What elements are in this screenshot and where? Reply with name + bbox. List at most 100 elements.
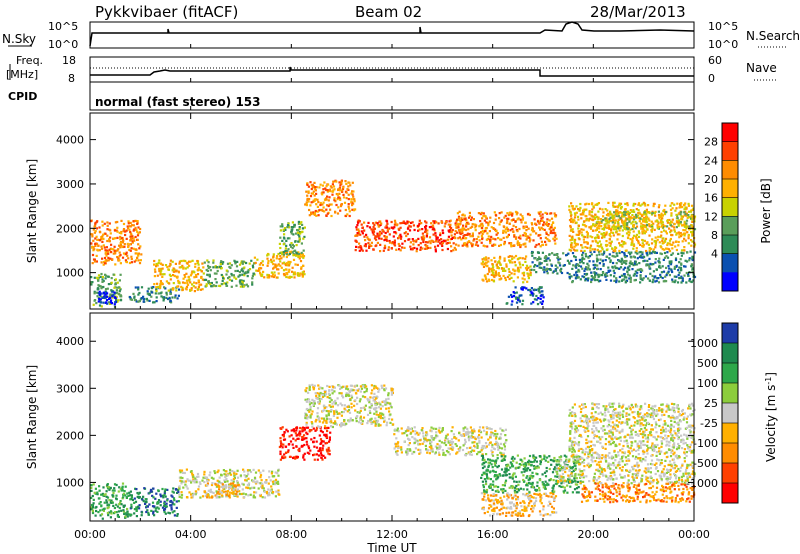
- power-region: [97, 290, 117, 306]
- velocity-marks: [90, 383, 696, 520]
- power-colorbar-tick-label: 24: [704, 154, 718, 167]
- power-panel: 1000 2000 3000 4000 Slant Range [km] 28 24 20…: [25, 112, 773, 310]
- velocity-region: [568, 402, 696, 461]
- power-region: [354, 219, 457, 253]
- velocity-region: [278, 426, 332, 461]
- date-title: 28/Mar/2013: [590, 3, 686, 21]
- x-tick-label: 00:00: [678, 528, 710, 541]
- power-region: [480, 254, 532, 284]
- time-x-axis: 00:00 04:00 08:00 12:00 16:00 20:00 00:00: [74, 44, 710, 541]
- nsearch-label: N.Search: [746, 29, 800, 43]
- velocity-colorbar-tick-label: -500: [693, 457, 718, 470]
- power-colorbar-swatch: [722, 235, 738, 255]
- velocity-colorbar-swatch: [722, 383, 738, 404]
- power-region: [153, 259, 206, 293]
- power-y-tick-label: 3000: [56, 178, 84, 191]
- power-colorbar-swatch: [722, 197, 738, 217]
- power-region: [568, 250, 697, 284]
- power-colorbar-swatch: [722, 123, 738, 143]
- velocity-colorbar-swatch: [722, 443, 738, 464]
- nsky-tick-high: 10^5: [48, 20, 78, 33]
- cpid-text: normal (fast stereo) 153: [95, 95, 261, 109]
- power-colorbar-tick-label: 8: [711, 229, 718, 242]
- power-colorbar-tick-label: 28: [704, 136, 718, 149]
- velocity-colorbar-tick-label: 100: [697, 377, 718, 390]
- power-colorbar-swatch: [722, 141, 738, 161]
- velocity-colorbar-swatch: [722, 323, 738, 344]
- freq-label-line2: [MHz]: [6, 68, 38, 81]
- nave-tick-low: 0: [708, 72, 715, 85]
- freq-trace: [90, 66, 694, 77]
- power-colorbar: 28 24 20 16 12 8 4: [704, 122, 739, 292]
- velocity-colorbar-tick-label: 25: [704, 397, 718, 410]
- velocity-colorbar-tick-label: -1000: [686, 477, 718, 490]
- velocity-colorbar-swatch: [722, 343, 738, 364]
- nave-tick-high: 60: [708, 54, 722, 67]
- power-y-label: Slant Range [km]: [25, 159, 39, 263]
- velocity-region: [178, 468, 281, 499]
- velocity-y-tick-label: 3000: [56, 382, 84, 395]
- velocity-y-tick-label: 2000: [56, 429, 84, 442]
- cpid-label: CPID: [8, 90, 37, 103]
- power-region: [90, 219, 143, 266]
- velocity-colorbar-swatch: [722, 423, 738, 444]
- velocity-y-tick-label: 4000: [56, 335, 84, 348]
- power-colorbar-tick-label: 16: [704, 192, 718, 205]
- velocity-y-tick-label: 1000: [56, 476, 84, 489]
- power-y-axis: 1000 2000 3000 4000: [56, 134, 694, 280]
- power-colorbar-swatch: [722, 179, 738, 199]
- power-colorbar-frame: [721, 122, 739, 292]
- power-y-tick-label: 2000: [56, 222, 84, 235]
- power-region: [304, 179, 357, 218]
- power-y-tick-label: 4000: [56, 134, 84, 147]
- nsky-trace: [89, 21, 695, 47]
- velocity-region: [555, 459, 696, 485]
- freq-tick-high: 18: [62, 54, 76, 67]
- velocity-colorbar-swatch: [722, 363, 738, 384]
- velocity-region: [393, 426, 508, 457]
- power-y-tick-label: 1000: [56, 267, 84, 280]
- nsearch-tick-high: 10^5: [708, 20, 738, 33]
- nave-label: Nave: [746, 61, 777, 75]
- velocity-colorbar-swatch: [722, 403, 738, 424]
- x-tick-label: 12:00: [376, 528, 408, 541]
- x-tick-label: 00:00: [74, 528, 106, 541]
- nsky-panel: N.Sky 10^5 10^0 10^5 10^0 N.Search: [2, 20, 800, 51]
- x-tick-label: 20:00: [577, 528, 609, 541]
- velocity-colorbar-tick-label: -25: [700, 417, 718, 430]
- power-colorbar-tick-label: 4: [711, 248, 718, 261]
- power-region: [203, 259, 256, 288]
- power-region: [278, 220, 306, 257]
- freq-tick-low: 8: [68, 72, 75, 85]
- power-region: [455, 210, 558, 249]
- power-colorbar-swatch: [722, 160, 738, 180]
- velocity-colorbar-tick-label: 1000: [690, 337, 718, 350]
- power-marks: [90, 179, 697, 308]
- velocity-colorbar-swatch: [722, 483, 738, 504]
- cpid-panel: CPID normal (fast stereo) 153: [8, 81, 695, 111]
- power-colorbar-swatch: [722, 253, 738, 273]
- velocity-colorbar-tick-label: -100: [693, 437, 718, 450]
- velocity-y-label: Slant Range [km]: [25, 365, 39, 469]
- velocity-region: [203, 482, 239, 499]
- freq-label-line1: Freq.: [16, 54, 43, 67]
- power-region: [505, 286, 545, 306]
- freq-panel: Freq. [MHz] 18 8 60 0 Nave: [6, 54, 777, 85]
- velocity-colorbar-swatch: [722, 463, 738, 484]
- velocity-colorbar-tick-label: 500: [697, 357, 718, 370]
- beam-title: Beam 02: [355, 3, 422, 21]
- power-region: [568, 201, 697, 253]
- power-colorbar-swatch: [722, 216, 738, 236]
- nsky-label: N.Sky: [2, 32, 36, 46]
- velocity-region: [304, 383, 395, 429]
- velocity-colorbar: 1000 500 100 25 -25 -100 -500 -1000: [686, 322, 739, 504]
- velocity-region: [480, 491, 558, 518]
- power-colorbar-swatch: [722, 272, 738, 292]
- velocity-region: [128, 487, 180, 518]
- x-tick-label: 16:00: [477, 528, 509, 541]
- velocity-colorbar-label: Velocity [m s-1]: [764, 372, 779, 462]
- power-region: [128, 286, 181, 304]
- x-tick-label: 08:00: [275, 528, 307, 541]
